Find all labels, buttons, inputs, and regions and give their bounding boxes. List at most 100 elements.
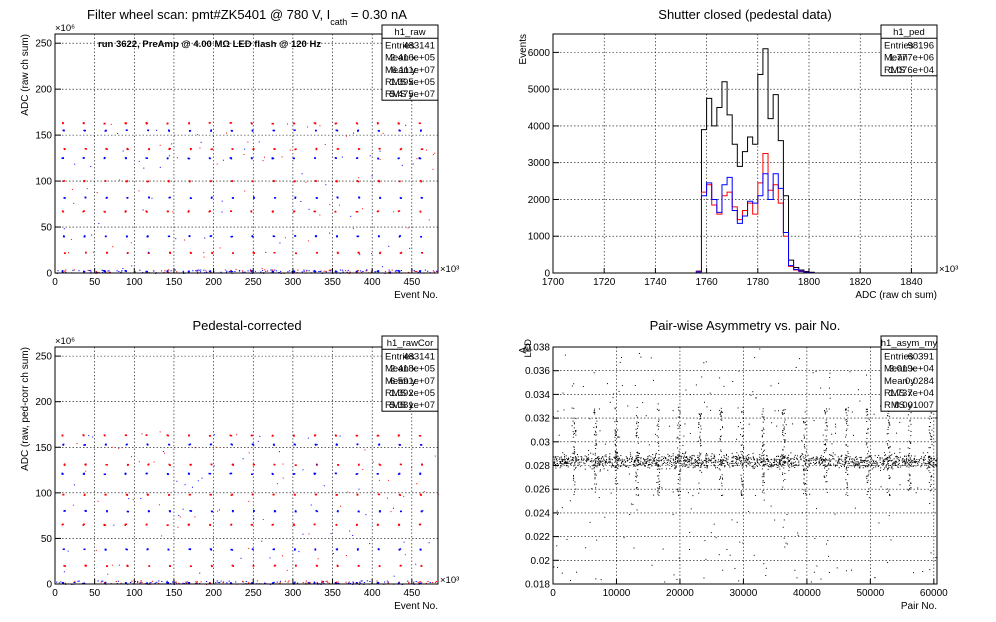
data-point — [742, 457, 744, 459]
data-point — [935, 464, 937, 466]
data-point — [388, 269, 390, 271]
data-point — [604, 460, 606, 462]
data-point — [637, 482, 639, 484]
data-point — [379, 159, 381, 161]
data-point — [633, 464, 635, 466]
data-point — [822, 462, 824, 464]
data-point — [840, 458, 842, 460]
data-point — [573, 423, 575, 425]
data-point — [76, 443, 78, 445]
data-point — [879, 469, 881, 471]
data-point — [854, 507, 856, 509]
data-point — [640, 356, 642, 358]
data-point — [703, 362, 705, 364]
data-point — [210, 235, 213, 237]
data-point — [726, 548, 728, 550]
data-point — [563, 454, 565, 456]
data-point — [653, 494, 655, 496]
data-point — [657, 403, 659, 405]
data-point — [574, 432, 576, 434]
data-point — [635, 463, 637, 465]
data-point — [201, 477, 203, 479]
data-point — [896, 456, 898, 458]
data-point — [794, 454, 796, 456]
data-point — [359, 270, 362, 272]
data-point — [358, 488, 360, 490]
data-point — [321, 582, 323, 584]
data-point — [884, 461, 886, 463]
data-point — [244, 190, 246, 192]
data-point — [803, 417, 805, 419]
data-point — [584, 455, 586, 457]
data-point — [188, 444, 191, 446]
data-point — [362, 469, 364, 471]
data-point — [719, 438, 721, 440]
data-point — [638, 437, 640, 439]
data-point — [148, 565, 151, 567]
chart-title-tail: = 0.30 nA — [347, 7, 407, 22]
data-point — [104, 473, 107, 475]
data-point — [873, 462, 875, 464]
data-point — [621, 461, 623, 463]
data-point — [903, 461, 905, 463]
data-point — [757, 459, 759, 461]
data-point — [855, 464, 857, 466]
data-point — [397, 210, 400, 212]
data-point — [875, 466, 877, 468]
data-point — [740, 491, 742, 493]
data-point — [585, 461, 587, 463]
data-point — [846, 492, 848, 494]
data-point — [176, 480, 178, 482]
data-point — [889, 494, 891, 496]
data-point — [294, 548, 296, 551]
data-point — [680, 460, 682, 462]
data-point — [783, 467, 785, 469]
data-point — [742, 462, 744, 464]
data-point — [815, 459, 817, 461]
data-point — [866, 408, 868, 410]
data-point — [600, 460, 602, 462]
data-point — [784, 472, 786, 474]
data-point — [400, 251, 403, 254]
data-point — [680, 464, 682, 466]
data-point — [302, 582, 304, 584]
data-point — [307, 437, 309, 439]
data-point — [274, 509, 276, 512]
data-point — [242, 458, 244, 460]
data-point — [720, 477, 722, 479]
data-point — [573, 446, 575, 448]
stats-value: 483141 — [403, 351, 435, 362]
data-point — [211, 510, 213, 513]
data-point — [700, 413, 702, 415]
x-tick-label: 250 — [245, 277, 262, 288]
data-point — [146, 472, 148, 475]
data-point — [293, 524, 296, 526]
data-point — [830, 459, 832, 461]
data-point — [378, 463, 381, 465]
data-point — [295, 564, 297, 567]
data-point — [901, 459, 903, 461]
data-point — [881, 457, 883, 459]
data-point — [909, 488, 911, 490]
data-point — [400, 463, 402, 466]
data-point — [274, 564, 277, 567]
data-point — [891, 459, 893, 461]
data-point — [869, 462, 871, 464]
data-point — [777, 461, 779, 463]
data-point — [575, 459, 577, 461]
data-point — [743, 460, 745, 462]
data-point — [151, 197, 153, 199]
data-point — [845, 461, 847, 463]
data-point — [771, 465, 773, 467]
stats-value: 5.475e+07 — [390, 89, 435, 100]
data-point — [562, 460, 564, 462]
data-point — [658, 468, 660, 470]
data-point — [646, 461, 648, 463]
y-tick-label: 150 — [35, 443, 52, 454]
data-point — [928, 429, 930, 431]
data-point — [829, 376, 831, 378]
data-point — [251, 180, 254, 182]
data-point — [418, 157, 421, 160]
data-point — [62, 523, 64, 526]
data-point — [700, 425, 702, 427]
